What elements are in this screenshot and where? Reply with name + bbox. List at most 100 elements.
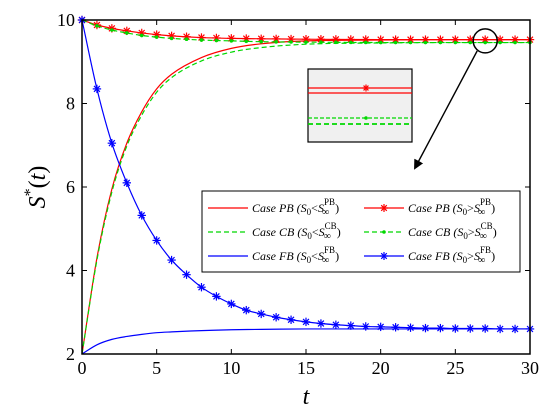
zoom-circle bbox=[472, 28, 498, 54]
series-1-point bbox=[466, 35, 475, 44]
series-2 bbox=[81, 41, 530, 355]
legend-marker bbox=[380, 204, 388, 212]
series-3-point bbox=[483, 40, 488, 45]
x-tick-label: 15 bbox=[297, 358, 315, 378]
zoom-inset bbox=[307, 28, 498, 170]
series-3-point bbox=[453, 40, 458, 45]
series-1-point bbox=[271, 34, 281, 44]
y-tick-label: 6 bbox=[66, 177, 75, 197]
series-5-point bbox=[212, 292, 221, 301]
series-5-point bbox=[391, 323, 400, 332]
series-5-point bbox=[301, 317, 311, 327]
series-3-point bbox=[468, 40, 473, 45]
legend-box bbox=[201, 190, 521, 273]
inset-marker bbox=[362, 84, 370, 92]
y-axis-label: S*(t) bbox=[22, 166, 51, 209]
series-3-point bbox=[498, 40, 502, 45]
series-3-point bbox=[349, 40, 353, 45]
series-1-point bbox=[197, 33, 206, 42]
legend-label: Case CB (S0>SCB ∞) bbox=[408, 221, 497, 242]
series-5-point bbox=[257, 309, 266, 319]
series-5-point bbox=[197, 283, 206, 292]
series-1-point bbox=[421, 35, 430, 44]
series-3-point bbox=[319, 40, 323, 45]
series-1-point bbox=[316, 35, 326, 44]
series-3-point bbox=[274, 40, 278, 44]
series-5-point bbox=[316, 319, 326, 328]
legend-label: Case CB (S0<SCB ∞) bbox=[252, 221, 341, 242]
series-3-point bbox=[214, 38, 219, 43]
series-3-point bbox=[378, 40, 383, 45]
series-line-3 bbox=[81, 19, 530, 44]
series-3-point bbox=[199, 38, 204, 42]
x-axis-label: t bbox=[303, 384, 311, 409]
series-3-point bbox=[334, 40, 338, 45]
series-5-point bbox=[495, 324, 505, 334]
series-5 bbox=[77, 15, 535, 334]
series-3-point bbox=[438, 40, 443, 45]
series-3-point bbox=[259, 39, 264, 44]
y-tick-label: 8 bbox=[66, 94, 75, 114]
series-3-point bbox=[229, 39, 234, 43]
series-3-point bbox=[304, 40, 308, 44]
x-tick-label: 5 bbox=[152, 358, 161, 378]
legend-label: Case PB (S0<SPB ∞) bbox=[252, 197, 339, 218]
series-5-point bbox=[107, 138, 117, 148]
series-1-point bbox=[346, 35, 355, 44]
series-5-point bbox=[406, 323, 415, 332]
series-5-point bbox=[271, 313, 281, 322]
series-3-point bbox=[110, 28, 114, 32]
series-5-point bbox=[331, 320, 341, 329]
series-5-point bbox=[137, 211, 146, 220]
series-5-point bbox=[152, 236, 161, 245]
series-5-point bbox=[466, 324, 475, 333]
series-3-point bbox=[154, 35, 159, 39]
series-3-point bbox=[125, 31, 129, 35]
plot-area bbox=[82, 20, 530, 354]
series-3-point bbox=[244, 39, 249, 44]
series-3-point bbox=[139, 33, 144, 38]
series-5-point bbox=[481, 324, 490, 333]
series-5-point bbox=[436, 323, 445, 333]
series-3-point bbox=[289, 40, 293, 44]
svg-text:S*(t): S*(t) bbox=[22, 166, 51, 209]
series-line-2 bbox=[81, 41, 530, 355]
legend-label: Case FB (S0<SFB ∞) bbox=[252, 245, 339, 266]
legend-label: Case FB (S0>SFB ∞) bbox=[408, 245, 495, 266]
series-1-point bbox=[436, 35, 445, 44]
y-tick-label: 2 bbox=[66, 344, 75, 364]
series-1-point bbox=[227, 34, 236, 43]
series-5-point bbox=[361, 322, 370, 331]
zoom-arrow bbox=[414, 50, 478, 170]
y-tick-label: 10 bbox=[57, 10, 75, 30]
series-5-point bbox=[92, 84, 102, 94]
legend-marker bbox=[382, 230, 386, 234]
series-3-point bbox=[423, 40, 428, 45]
x-tick-label: 25 bbox=[446, 358, 464, 378]
x-tick-label: 20 bbox=[372, 358, 390, 378]
series-5-point bbox=[421, 323, 430, 333]
series-5-point bbox=[286, 315, 296, 324]
series-5-point bbox=[376, 322, 385, 332]
x-tick-label: 0 bbox=[78, 358, 87, 378]
series-5-point bbox=[510, 324, 520, 334]
series-1-point bbox=[167, 31, 176, 41]
series-3-point bbox=[393, 40, 398, 45]
legend-marker bbox=[380, 252, 388, 260]
series-1-point bbox=[391, 35, 400, 44]
x-tick-label: 30 bbox=[521, 358, 539, 378]
y-tick-label: 4 bbox=[66, 261, 75, 281]
inset-marker bbox=[364, 116, 368, 120]
series-5-point bbox=[346, 321, 355, 330]
x-tick-label: 10 bbox=[222, 358, 240, 378]
series-5-point bbox=[227, 299, 236, 309]
series-3-point bbox=[184, 37, 189, 42]
series-5-point bbox=[182, 270, 191, 279]
series-3-point bbox=[95, 24, 99, 28]
series-3-point bbox=[513, 40, 517, 45]
series-3-point bbox=[169, 36, 174, 41]
series-5-point bbox=[122, 178, 131, 188]
legend: Case PB (S0<SPB ∞) Case PB (S0>SPB ∞) Case C… bbox=[201, 190, 521, 273]
series-5-point bbox=[167, 255, 176, 265]
